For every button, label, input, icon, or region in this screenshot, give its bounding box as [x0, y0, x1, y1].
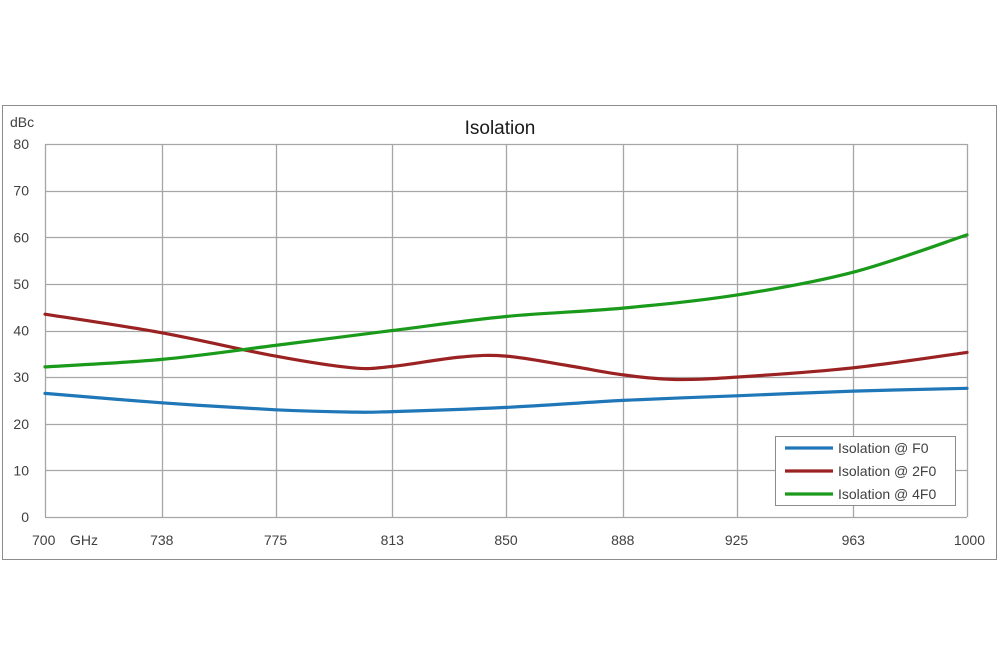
series-line-2	[43, 312, 969, 382]
legend-label-2: Isolation @ 2F0	[838, 463, 936, 479]
x-tick-label: 888	[611, 532, 635, 548]
grid	[44, 143, 969, 519]
y-tick-label: 50	[13, 276, 29, 292]
x-tick-label: 925	[725, 532, 749, 548]
x-tick-label: 775	[264, 532, 288, 548]
y-tick-label: 70	[13, 183, 29, 199]
y-axis-unit-label: dBc	[10, 114, 34, 130]
y-tick-label: 0	[21, 509, 29, 525]
y-tick-label: 60	[13, 229, 29, 245]
x-axis-unit-label: GHz	[70, 532, 98, 548]
y-tick-label: 20	[13, 416, 29, 432]
x-tick-label: 700	[32, 532, 56, 548]
legend: Isolation @ F0 Isolation @ 2F0 Isolation @…	[775, 436, 956, 506]
series-lines	[43, 233, 969, 414]
y-tick-labels: 0 10 20 30 40 50 60 70 80	[13, 136, 29, 525]
x-tick-label: 1000	[954, 532, 985, 548]
y-tick-label: 40	[13, 323, 29, 339]
y-tick-label: 30	[13, 369, 29, 385]
x-tick-label: 963	[842, 532, 866, 548]
x-tick-label: 738	[150, 532, 174, 548]
chart-title: Isolation	[465, 118, 536, 139]
x-tick-label: 813	[381, 532, 405, 548]
legend-label-1: Isolation @ F0	[838, 440, 929, 456]
x-tick-label: 850	[494, 532, 518, 548]
y-tick-label: 10	[13, 462, 29, 478]
series-line-3	[43, 233, 969, 369]
y-tick-label: 80	[13, 136, 29, 152]
series-line-1	[43, 386, 969, 414]
legend-label-3: Isolation @ 4F0	[838, 486, 936, 502]
x-tick-labels: 700 738 775 813 850 888 925 963 1000	[32, 532, 985, 548]
